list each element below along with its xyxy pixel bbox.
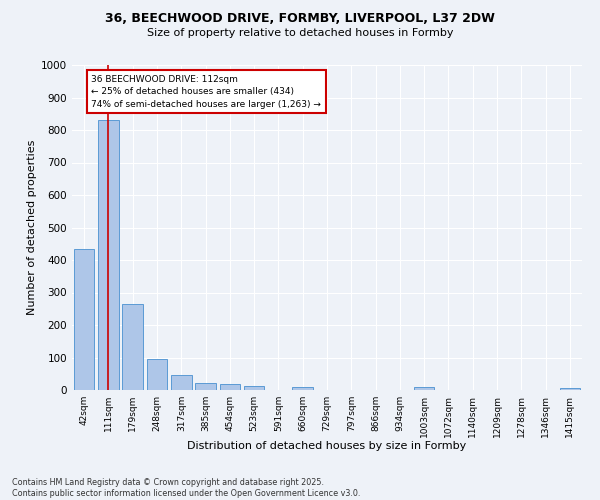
Text: Contains HM Land Registry data © Crown copyright and database right 2025.
Contai: Contains HM Land Registry data © Crown c… (12, 478, 361, 498)
Bar (74, 249, 94, 390)
Bar (292, 387, 313, 390)
Bar (122, 304, 143, 390)
Text: Size of property relative to detached houses in Formby: Size of property relative to detached ho… (147, 28, 453, 38)
Bar (171, 376, 191, 390)
Bar (146, 359, 167, 390)
Bar (195, 383, 216, 390)
Bar (98, 120, 119, 390)
Bar (414, 387, 434, 390)
Text: 36 BEECHWOOD DRIVE: 112sqm
← 25% of detached houses are smaller (434)
74% of sem: 36 BEECHWOOD DRIVE: 112sqm ← 25% of deta… (91, 74, 322, 109)
Bar (220, 384, 240, 390)
X-axis label: Distribution of detached houses by size in Formby: Distribution of detached houses by size … (187, 441, 467, 451)
Bar (560, 388, 580, 390)
Text: 36, BEECHWOOD DRIVE, FORMBY, LIVERPOOL, L37 2DW: 36, BEECHWOOD DRIVE, FORMBY, LIVERPOOL, … (105, 12, 495, 26)
Bar (244, 386, 265, 390)
Y-axis label: Number of detached properties: Number of detached properties (27, 140, 37, 315)
